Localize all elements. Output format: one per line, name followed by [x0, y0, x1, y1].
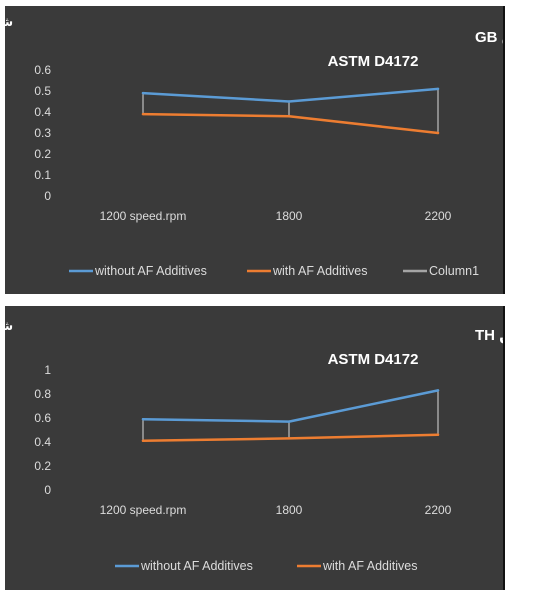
series-line-without-af-additives: [141, 389, 440, 423]
legend-item: without AF Additives: [69, 264, 207, 278]
chart-title-line1: نتیجه تست سایش روغن GB: [475, 29, 503, 46]
y-axis: 0.6 0.5 0.4 0.3 0.2 0.1 0: [34, 63, 51, 203]
figure-label: شکل 12: [5, 319, 13, 333]
chart-title-line1: نتیجه تست سایش روغن TH: [475, 327, 503, 344]
data-point: [141, 112, 145, 116]
legend-label: without AF Additives: [94, 264, 207, 278]
series-group: [141, 389, 440, 443]
x-tick-label: 1200 speed.rpm: [100, 503, 187, 517]
chart-panel-2: شکل 12 نتیجه تست سایش روغن TH ASTM D4172…: [5, 306, 503, 590]
x-tick-label: 2200: [425, 503, 452, 517]
legend-label: without AF Additives: [140, 559, 253, 573]
legend: without AF Additives with AF Additives Col…: [69, 264, 479, 278]
x-tick-label: 1200 speed.rpm: [100, 209, 187, 223]
drop-lines: [142, 88, 439, 133]
y-tick-label: 0.8: [34, 387, 51, 401]
y-tick-label: 0.6: [34, 63, 51, 77]
y-tick-label: 0.4: [34, 105, 51, 119]
data-point: [436, 389, 440, 392]
chart-title-line2: ASTM D4172: [328, 351, 419, 368]
data-point: [436, 433, 440, 436]
series-line-with-af-additives: [141, 433, 440, 443]
y-tick-label: 0.2: [34, 459, 51, 473]
panel-edge: [503, 306, 505, 590]
data-point: [287, 437, 291, 440]
series-line-with-af-additives: [141, 112, 440, 135]
y-tick-label: 0.2: [34, 147, 51, 161]
y-tick-label: 0: [44, 483, 51, 497]
drop-lines: [142, 390, 439, 441]
y-axis: 1 0.8 0.6 0.4 0.2 0: [34, 363, 51, 497]
legend-item: with AF Additives: [247, 264, 368, 278]
y-tick-label: 0.5: [34, 84, 51, 98]
y-tick-label: 0.4: [34, 435, 51, 449]
x-tick-label: 1800: [276, 503, 303, 517]
panel-edge: [503, 6, 505, 294]
legend-item: without AF Additives: [115, 559, 253, 573]
data-point: [436, 131, 440, 135]
line-chart-2: شکل 12 نتیجه تست سایش روغن TH ASTM D4172…: [5, 319, 503, 573]
data-point: [287, 115, 291, 118]
data-point: [287, 420, 291, 423]
x-axis: 1200 speed.rpm 1800 2200: [100, 503, 452, 517]
x-tick-label: 2200: [425, 209, 452, 223]
panel-divider: [0, 296, 538, 302]
data-point: [141, 439, 145, 442]
data-point: [141, 91, 145, 95]
chart-title-line2: ASTM D4172: [328, 53, 419, 70]
series-line-without-af-additives: [141, 87, 440, 103]
series-group: [141, 87, 440, 135]
line-chart-1: شکل 11 نتیجه تست سایش روغن GB ASTM D4172…: [5, 15, 503, 278]
legend-item: with AF Additives: [297, 559, 418, 573]
y-tick-label: 0: [44, 189, 51, 203]
legend: without AF Additives with AF Additives: [115, 559, 418, 573]
chart-panel-1: شکل 11 نتیجه تست سایش روغن GB ASTM D4172…: [5, 6, 503, 294]
data-point: [287, 100, 291, 103]
x-tick-label: 1800: [276, 209, 303, 223]
x-axis: 1200 speed.rpm 1800 2200: [100, 209, 452, 223]
data-point: [141, 418, 145, 421]
y-tick-label: 0.6: [34, 411, 51, 425]
legend-label: with AF Additives: [322, 559, 418, 573]
y-tick-label: 1: [44, 363, 51, 377]
figure-label: شکل 11: [5, 15, 13, 29]
y-tick-label: 0.3: [34, 126, 51, 140]
legend-label: with AF Additives: [272, 264, 368, 278]
y-tick-label: 0.1: [34, 168, 51, 182]
legend-item: Column1: [403, 264, 479, 278]
legend-label: Column1: [429, 264, 479, 278]
data-point: [436, 87, 440, 91]
